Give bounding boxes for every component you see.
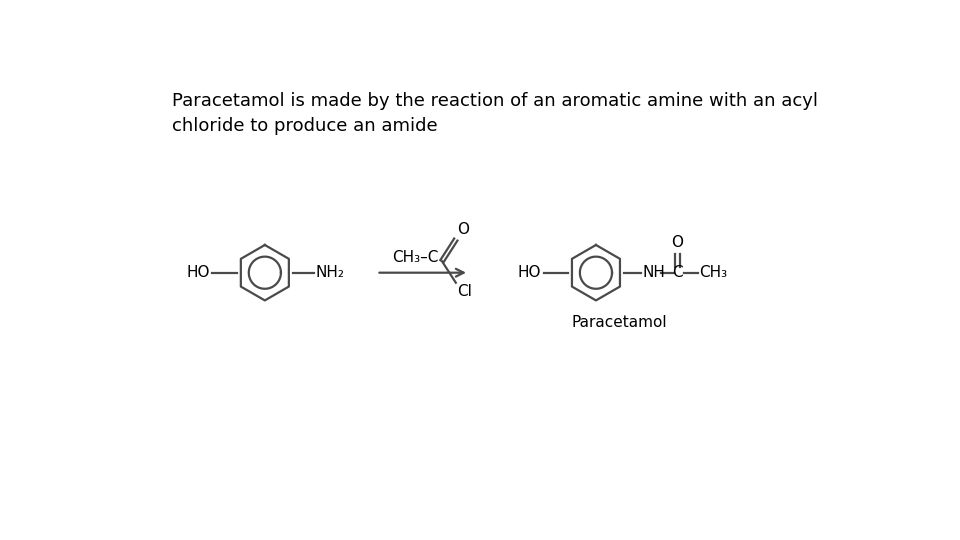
Text: CH₃: CH₃ — [699, 265, 728, 280]
Text: C: C — [672, 265, 683, 280]
Text: CH₃–C: CH₃–C — [392, 250, 438, 265]
Text: Paracetamol is made by the reaction of an aromatic amine with an acyl
chloride t: Paracetamol is made by the reaction of a… — [173, 92, 819, 135]
Text: NH₂: NH₂ — [316, 265, 345, 280]
Text: O: O — [672, 234, 684, 249]
Text: Paracetamol: Paracetamol — [571, 315, 667, 330]
Text: Cl: Cl — [457, 284, 472, 299]
Text: HO: HO — [517, 265, 541, 280]
Text: O: O — [457, 221, 469, 237]
Text: HO: HO — [186, 265, 210, 280]
Text: NH: NH — [642, 265, 665, 280]
